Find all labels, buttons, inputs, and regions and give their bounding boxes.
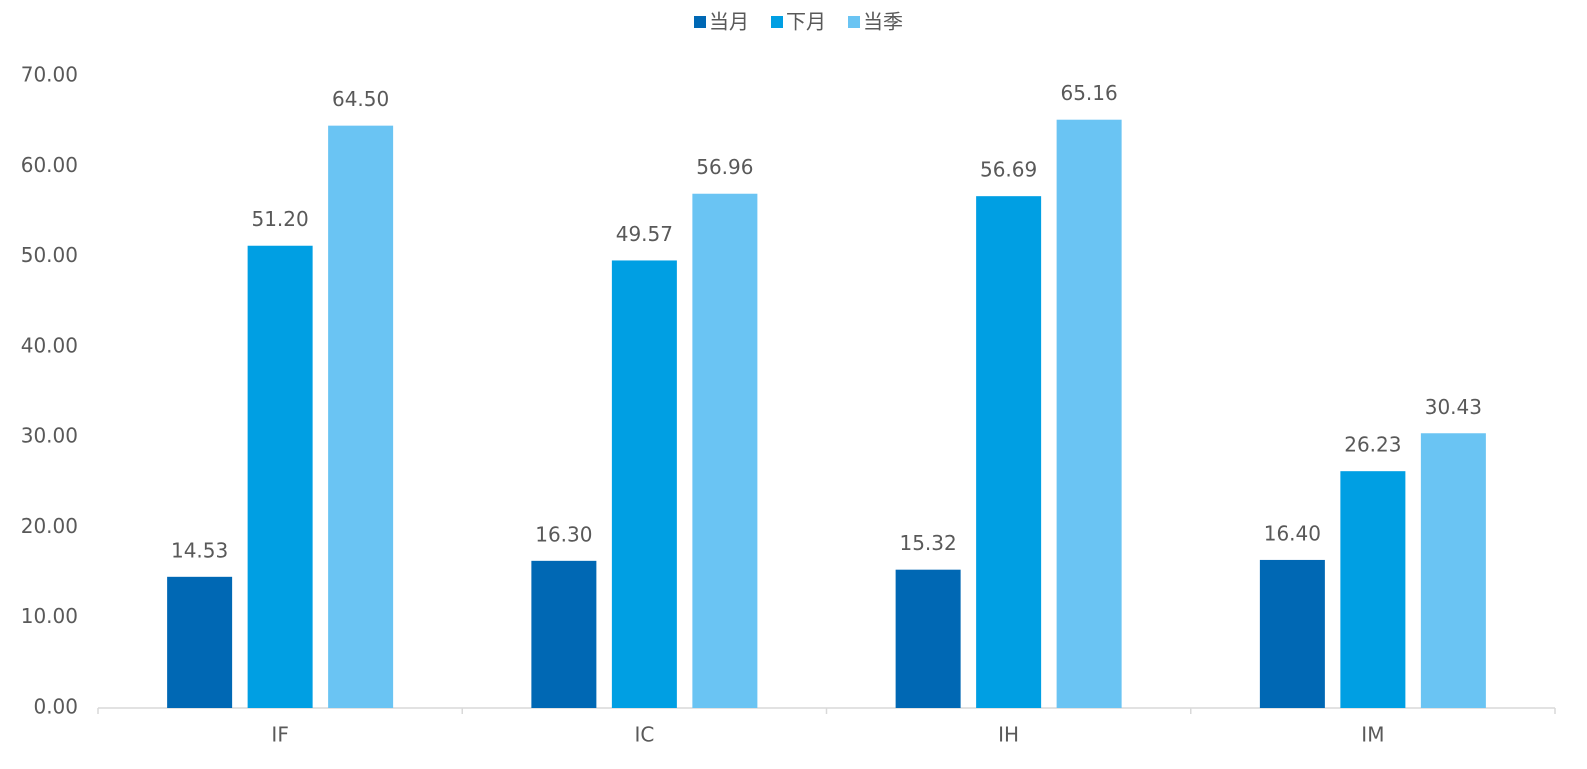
bar — [895, 569, 961, 708]
y-tick-label: 60.00 — [21, 153, 78, 177]
data-label: 65.16 — [1060, 81, 1117, 105]
y-tick-label: 0.00 — [33, 695, 78, 719]
data-label: 49.57 — [616, 222, 673, 246]
legend-swatch — [848, 16, 860, 28]
data-label: 15.32 — [899, 531, 956, 555]
bar — [611, 260, 677, 708]
legend-label: 下月 — [786, 10, 826, 34]
data-label: 56.96 — [696, 155, 753, 179]
x-tick-label: IM — [1361, 723, 1384, 747]
x-tick-label: IC — [634, 723, 654, 747]
y-tick-label: 50.00 — [21, 243, 78, 267]
bar — [247, 245, 313, 709]
bar — [531, 560, 597, 708]
legend-swatch — [771, 16, 783, 28]
bar — [692, 193, 758, 709]
bar — [167, 576, 233, 708]
bar — [1340, 471, 1406, 708]
data-label: 16.40 — [1264, 521, 1321, 545]
y-tick-label: 20.00 — [21, 514, 78, 538]
bar — [976, 196, 1042, 708]
data-label: 26.23 — [1344, 433, 1401, 457]
legend-label: 当季 — [863, 10, 903, 34]
data-label: 14.53 — [171, 538, 228, 562]
legend-label: 当月 — [709, 10, 749, 34]
bar — [1259, 559, 1325, 708]
data-label: 64.50 — [332, 87, 389, 111]
data-label: 51.20 — [251, 207, 308, 231]
x-tick-label: IH — [998, 723, 1019, 747]
legend-swatch — [694, 16, 706, 28]
y-tick-label: 40.00 — [21, 333, 78, 357]
y-tick-label: 70.00 — [21, 63, 78, 87]
x-tick-label: IF — [271, 723, 288, 747]
bar — [1056, 119, 1122, 708]
data-label: 56.69 — [980, 158, 1037, 182]
bar — [1420, 433, 1486, 708]
data-label: 30.43 — [1425, 395, 1482, 419]
data-label: 16.30 — [535, 522, 592, 546]
y-tick-label: 10.00 — [21, 604, 78, 628]
bar — [328, 125, 394, 708]
y-tick-label: 30.00 — [21, 424, 78, 448]
